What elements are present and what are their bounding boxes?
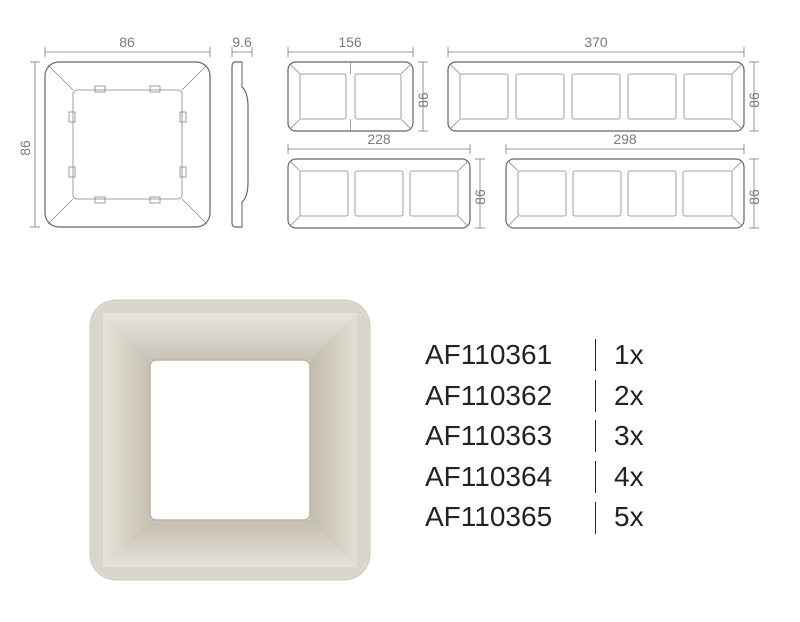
frame-3x: 228 86 (288, 131, 488, 228)
frame-2x: 156 86 (288, 34, 431, 131)
product-code: AF110363 (425, 416, 585, 457)
frame-5x: 370 86 (448, 34, 762, 131)
frame-profile: 9.6 (232, 34, 252, 227)
dim-5x-width: 370 (584, 34, 608, 50)
dim-1x-height: 86 (17, 140, 33, 156)
dim-4x-width: 298 (613, 131, 637, 147)
product-row: AF110363 3x (425, 416, 644, 457)
product-qty: 5x (614, 497, 644, 538)
product-row: AF110365 5x (425, 497, 644, 538)
product-row: AF110361 1x (425, 335, 644, 376)
frame-1x: 86 86 (17, 34, 210, 227)
product-render (85, 295, 375, 585)
dim-2x-height: 86 (415, 92, 431, 108)
dim-5x-height: 86 (746, 92, 762, 108)
product-qty: 1x (614, 335, 644, 376)
product-qty: 4x (614, 457, 644, 498)
divider (595, 502, 596, 534)
product-code: AF110361 (425, 335, 585, 376)
technical-drawings: 86 86 9.6 156 (0, 0, 800, 250)
product-code: AF110364 (425, 457, 585, 498)
dim-3x-height: 86 (472, 189, 488, 205)
divider (595, 420, 596, 452)
product-qty: 3x (614, 416, 644, 457)
divider (595, 339, 596, 371)
product-code: AF110362 (425, 376, 585, 417)
product-qty: 2x (614, 376, 644, 417)
dim-depth: 9.6 (232, 34, 252, 50)
dim-2x-width: 156 (338, 34, 362, 50)
dim-3x-width: 228 (367, 131, 391, 147)
product-row: AF110364 4x (425, 457, 644, 498)
product-code: AF110365 (425, 497, 585, 538)
dim-1x-width: 86 (119, 34, 135, 50)
divider (595, 380, 596, 412)
divider (595, 461, 596, 493)
product-list: AF110361 1x AF110362 2x AF110363 3x AF11… (425, 335, 644, 538)
product-row: AF110362 2x (425, 376, 644, 417)
frame-4x: 298 86 (506, 131, 762, 228)
dim-4x-height: 86 (746, 189, 762, 205)
